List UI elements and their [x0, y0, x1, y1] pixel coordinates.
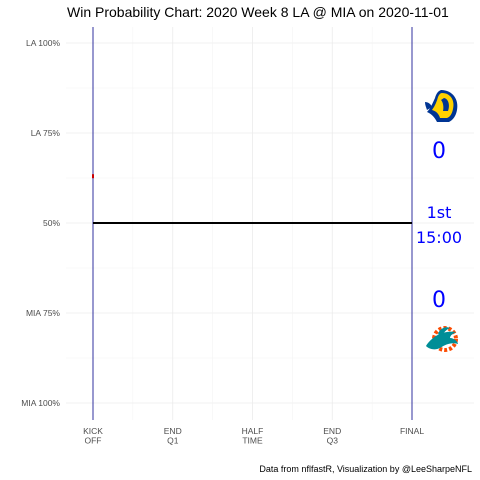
clock-quarter: 1st [427, 203, 452, 222]
y-tick-label: MIA 100% [21, 398, 60, 408]
x-axis: KICK OFF END Q1 HALF TIME END Q3 FINAL [83, 426, 424, 446]
y-tick-label: MIA 75% [26, 308, 60, 318]
x-tick-label: END Q3 [323, 426, 341, 446]
x-tick-label: FINAL [400, 426, 424, 436]
rams-horn-icon [425, 90, 458, 122]
away-score: 0 [432, 288, 446, 313]
chart-title: Win Probability Chart: 2020 Week 8 LA @ … [67, 4, 449, 20]
y-tick-label: LA 75% [31, 128, 61, 138]
home-score: 0 [432, 139, 446, 164]
y-axis: LA 100% LA 75% 50% MIA 75% MIA 100% [21, 38, 60, 408]
series [92, 174, 412, 224]
series-point [92, 174, 94, 179]
y-tick-label: 50% [43, 218, 60, 228]
chart-caption: Data from nflfastR, Visualization by @Le… [259, 464, 472, 474]
x-tick-label: KICK OFF [83, 426, 103, 446]
x-tick-label: HALF TIME [242, 426, 264, 446]
clock-time: 15:00 [416, 228, 462, 247]
dolphins-icon [426, 326, 458, 352]
y-tick-label: LA 100% [26, 38, 60, 48]
x-tick-label: END Q1 [164, 426, 182, 446]
